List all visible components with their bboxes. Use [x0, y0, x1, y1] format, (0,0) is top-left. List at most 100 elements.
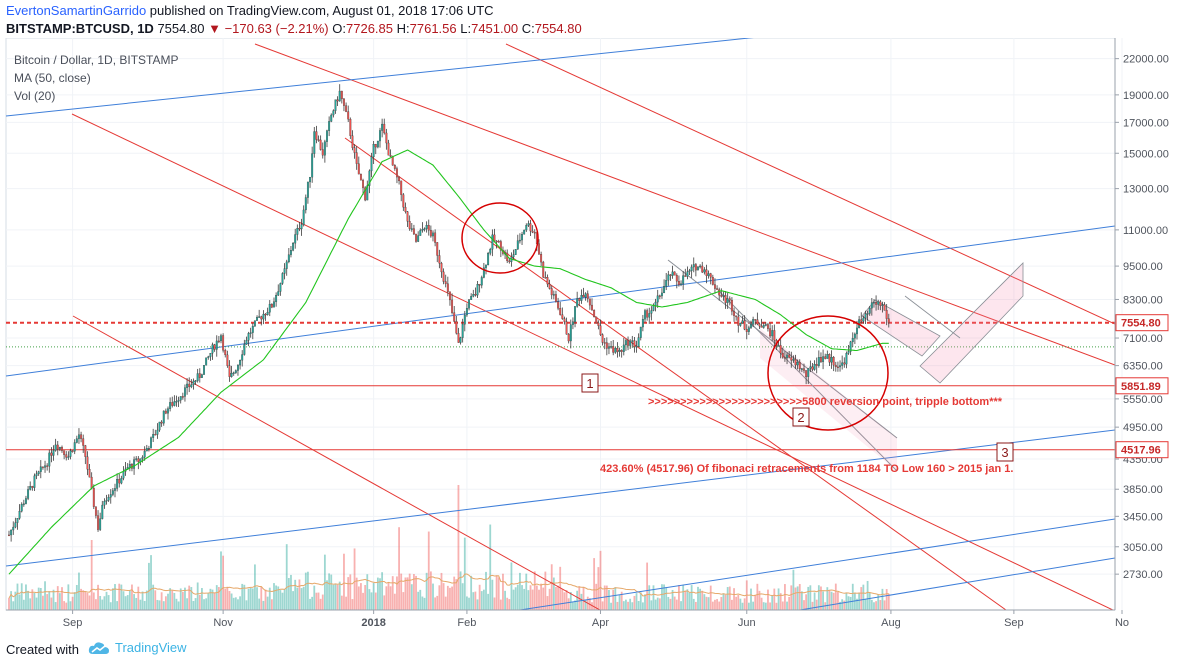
candle-body	[334, 99, 337, 111]
volume-bar	[116, 601, 119, 610]
candle-body	[56, 444, 59, 450]
close-value: 7554.80	[534, 21, 582, 36]
volume-bar	[124, 596, 127, 610]
volume-bar	[251, 588, 254, 610]
volume-bar	[635, 593, 638, 610]
candle-body	[340, 90, 343, 100]
candle-body	[786, 354, 788, 359]
annotations: 1 2 3 >>>>>>>>>>>>>>>>>>>>>>>>5800 reversio…	[461, 202, 1014, 475]
candle-body	[315, 131, 318, 140]
candle-body	[682, 275, 685, 284]
volume-bar	[101, 599, 104, 610]
candle-body	[128, 464, 131, 468]
volume-bar	[508, 599, 511, 610]
gray-channel-fill	[760, 328, 897, 471]
candle-body	[374, 144, 377, 148]
candle-body	[603, 342, 606, 344]
volume-bar	[160, 592, 163, 610]
volume-bar	[260, 586, 263, 610]
candle-body	[633, 340, 636, 347]
volume-bar	[603, 585, 606, 610]
blue-trend-line	[519, 518, 1115, 610]
volume-bar	[302, 586, 305, 610]
candle-body	[644, 310, 646, 320]
volume-bar	[771, 595, 774, 610]
volume-bar	[764, 602, 767, 610]
volume-bar	[822, 591, 824, 610]
volume-bar	[527, 590, 530, 610]
volume-bar	[786, 601, 788, 610]
y-tick-label: 13000.00	[1123, 184, 1169, 196]
candle-body	[866, 313, 869, 315]
volume-bar	[391, 576, 394, 610]
volume-bar	[767, 589, 769, 610]
candle-body	[114, 488, 116, 491]
candle-body	[629, 340, 632, 346]
candle-body	[171, 402, 174, 406]
candle-body	[137, 458, 140, 462]
volume-bar	[457, 485, 460, 610]
chart-pane[interactable]	[5, 38, 1116, 611]
candle-body	[285, 261, 288, 269]
candle-body	[264, 313, 267, 316]
candle-body	[637, 337, 640, 347]
candle-body	[364, 187, 367, 201]
tradingview-link[interactable]: TradingView	[88, 640, 187, 655]
candle-body	[516, 240, 519, 250]
candle-body	[46, 465, 49, 467]
candle-body	[203, 365, 205, 375]
candle-body	[304, 197, 307, 211]
volume-bar	[605, 585, 608, 610]
candle-body	[347, 111, 350, 120]
candle-body	[260, 316, 263, 320]
price-axis[interactable]: 22000.00 19000.00 17000.00 15000.00 13000.00…	[1114, 38, 1169, 610]
candle-body	[50, 452, 53, 456]
volume-bar	[429, 571, 432, 610]
volume-bar	[641, 602, 644, 610]
volume-bar	[548, 588, 551, 610]
volume-bar	[374, 592, 377, 610]
volume-bar	[837, 591, 839, 610]
volume-bar	[82, 590, 85, 610]
candle-body	[357, 163, 360, 175]
volume-bar	[156, 599, 159, 610]
volume-bar	[881, 588, 884, 610]
volume-bar	[455, 579, 458, 610]
candle-body	[593, 309, 596, 318]
candle-body	[773, 330, 776, 341]
price-label-box	[1115, 441, 1169, 459]
volume-bar	[16, 583, 19, 610]
candle-body	[92, 488, 95, 507]
volume-bar	[245, 600, 248, 610]
candle-body	[580, 295, 583, 301]
candle-body	[141, 456, 144, 459]
author-link[interactable]: EvertonSamartinGarrido	[6, 3, 147, 18]
volume-bar	[542, 587, 545, 610]
candle-body	[724, 295, 727, 303]
volume-bar	[258, 598, 261, 610]
volume-bar	[133, 594, 135, 610]
volume-bar	[387, 582, 390, 610]
candle-body	[67, 456, 70, 458]
candle-body	[677, 281, 680, 285]
candle-body	[601, 334, 604, 343]
volume-bar	[572, 602, 574, 610]
volume-bar	[798, 584, 801, 610]
volume-bar	[506, 597, 509, 610]
volume-bar	[805, 594, 808, 610]
candle-body	[266, 312, 269, 315]
volume-bar	[478, 584, 481, 610]
volume-bar	[20, 583, 23, 610]
y-tick-label: 7100.00	[1123, 333, 1163, 345]
volume-bar	[419, 589, 422, 610]
candle-body	[88, 469, 91, 478]
volume-bar	[309, 598, 311, 610]
volume-bar	[135, 597, 138, 610]
candle-body	[711, 276, 714, 285]
volume-bar	[618, 594, 621, 610]
time-axis[interactable]: Sep Nov 2018 Feb Apr Jun Aug Sep No	[6, 609, 1129, 629]
chart-canvas[interactable]: 1 2 3 >>>>>>>>>>>>>>>>>>>>>>>>5800 reversio…	[0, 38, 1188, 636]
publish-line: EvertonSamartinGarrido published on Trad…	[6, 3, 494, 18]
candle-body	[815, 364, 818, 366]
candle-body	[673, 271, 676, 276]
